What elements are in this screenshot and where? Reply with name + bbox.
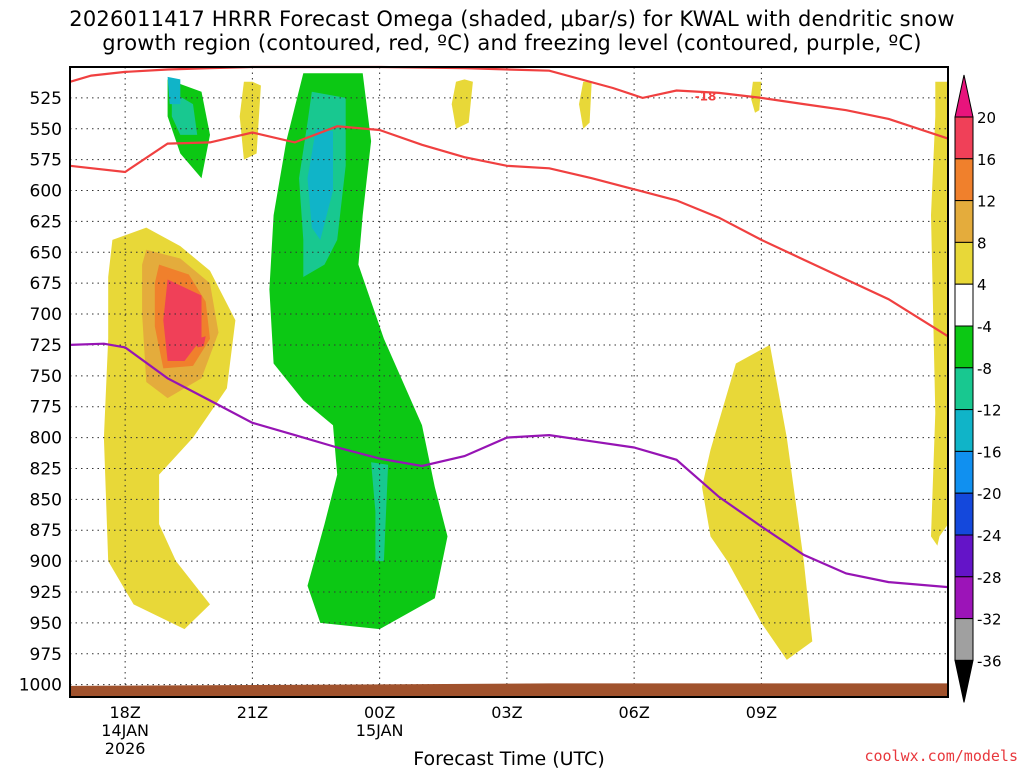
chart-title-line-1: 2026011417 HRRR Forecast Omega (shaded, …	[69, 7, 955, 31]
omega-region-21	[536, 459, 579, 630]
colorbar-label-12: -32	[977, 611, 1002, 629]
site-credit: coolwx.com/models	[864, 747, 1018, 765]
x-tick-label-06Z: 06Z	[618, 703, 649, 722]
y-tick-label-550: 550	[30, 120, 62, 140]
omega-region-10	[931, 81, 948, 562]
y-tick-label-725: 725	[30, 336, 62, 356]
x-tick-label-18Z: 18Z	[109, 703, 140, 722]
omega-region-20	[188, 505, 215, 525]
omega-region-4	[197, 336, 206, 348]
x-tick-label-03Z: 03Z	[491, 703, 522, 722]
x-tick-date-00Z: 15JAN	[356, 721, 404, 740]
colorbar-swatch-5	[954, 325, 974, 369]
omega-region-6	[451, 79, 473, 129]
omega-region-22	[850, 270, 876, 457]
colorbar-swatch-7	[954, 409, 974, 452]
colorbar-swatch-4	[954, 283, 974, 327]
y-tick-label-650: 650	[30, 243, 62, 263]
series-line-0	[69, 65, 949, 140]
ground-surface	[70, 683, 948, 697]
contour-line-layer: -18	[69, 65, 949, 589]
x-tick-date-18Z: 14JAN	[101, 721, 149, 740]
colorbar-swatch-10	[954, 534, 974, 578]
colorbar-label-1: 16	[977, 151, 996, 169]
colorbar: 20 16 12 8 4 -4 -8 -12 -16 -20 -24 -28 -32 -36	[954, 74, 1002, 703]
omega-region-23	[931, 524, 948, 623]
colorbar-swatch-8	[954, 450, 974, 494]
axis-layer: 525 550 575 600 625 650 675 700 725 750 775 800 825 8…	[19, 89, 777, 758]
colorbar-label-10: -24	[977, 527, 1002, 545]
colorbar-top-arrow	[954, 74, 974, 118]
ground-layer	[70, 683, 948, 697]
colorbar-label-11: -28	[977, 569, 1002, 587]
colorbar-label-2: 12	[977, 193, 996, 211]
colorbar-bottom-arrow	[954, 659, 974, 703]
colorbar-label-4: 4	[977, 276, 987, 294]
y-tick-label-575: 575	[30, 151, 62, 171]
y-tick-label-700: 700	[30, 305, 62, 325]
colorbar-label-0: 20	[977, 109, 996, 127]
x-tick-label-21Z: 21Z	[237, 703, 268, 722]
y-tick-label-525: 525	[30, 89, 62, 109]
y-tick-label-775: 775	[30, 398, 62, 418]
omega-shading-layer	[103, 70, 948, 660]
omega-region-18	[307, 128, 333, 240]
colorbar-swatch-11	[954, 576, 974, 620]
y-tick-label-800: 800	[30, 429, 62, 449]
colorbar-swatch-2	[954, 200, 974, 243]
y-tick-label-875: 875	[30, 521, 62, 541]
colorbar-swatch-1	[954, 158, 974, 202]
colorbar-swatch-12	[954, 618, 974, 661]
y-tick-label-750: 750	[30, 367, 62, 387]
chart-title-line-2: growth region (contoured, red, ºC) and f…	[102, 31, 922, 55]
omega-region-9	[702, 344, 813, 660]
omega-region-5	[239, 81, 261, 160]
y-tick-label-900: 900	[30, 552, 62, 572]
y-tick-label-825: 825	[30, 459, 62, 479]
y-tick-label-675: 675	[30, 274, 62, 294]
x-tick-year-18Z: 2026	[105, 739, 146, 758]
x-axis-label: Forecast Time (UTC)	[413, 748, 604, 768]
y-tick-label-925: 925	[30, 583, 62, 603]
colorbar-label-13: -36	[977, 652, 1002, 670]
colorbar-label-8: -16	[977, 443, 1002, 461]
colorbar-swatch-9	[954, 492, 974, 536]
series-line-2	[69, 342, 949, 589]
omega-region-7	[579, 81, 592, 129]
y-tick-label-1000: 1000	[19, 676, 62, 696]
y-tick-label-950: 950	[30, 614, 62, 634]
series-line-1	[69, 125, 949, 338]
dgz-contour-label: -18	[695, 90, 717, 104]
y-tick-label-850: 850	[30, 490, 62, 510]
colorbar-swatch-0	[954, 116, 974, 160]
colorbar-label-6: -8	[977, 360, 992, 378]
colorbar-label-5: -4	[977, 318, 992, 336]
omega-region-14	[167, 76, 181, 105]
omega-region-3	[163, 279, 202, 361]
colorbar-label-9: -20	[977, 485, 1002, 503]
x-tick-label-00Z: 00Z	[364, 703, 395, 722]
grid-layer	[70, 67, 948, 697]
x-tick-label-09Z: 09Z	[746, 703, 777, 722]
y-tick-label-625: 625	[30, 212, 62, 232]
y-tick-label-975: 975	[30, 645, 62, 665]
colorbar-label-3: 8	[977, 234, 987, 252]
omega-region-19	[371, 462, 389, 562]
colorbar-label-7: -12	[977, 402, 1002, 420]
colorbar-swatch-6	[954, 367, 974, 411]
y-tick-label-600: 600	[30, 182, 62, 202]
colorbar-swatch-3	[954, 241, 974, 285]
plot-frame	[69, 66, 949, 698]
